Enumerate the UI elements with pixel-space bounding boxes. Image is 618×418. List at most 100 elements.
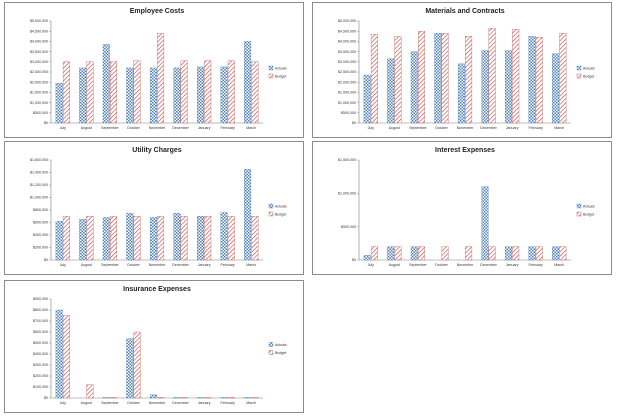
x-category-label: December — [172, 263, 189, 267]
bar-budget — [133, 216, 141, 261]
legend-swatch-actuals — [268, 342, 274, 347]
bar-actuals — [126, 67, 134, 124]
y-tick-label: $2,500,000 — [338, 70, 356, 74]
bar-budget — [180, 60, 188, 124]
bar-budget — [157, 33, 165, 124]
bar-budget — [251, 61, 259, 124]
x-category-label: February — [220, 126, 235, 130]
bar-actuals — [126, 212, 134, 261]
legend-swatch-budget — [576, 73, 582, 79]
y-tick-label: $1,200,000 — [30, 183, 48, 187]
legend-label-budget: Budget — [275, 213, 286, 217]
y-tick-label: $4,000,000 — [30, 40, 48, 44]
legend-label-budget: Budget — [275, 75, 286, 79]
legend-label-actuals: Actuals — [275, 205, 287, 209]
bar-actuals — [410, 51, 418, 124]
bar-budget — [133, 331, 141, 399]
bar-actuals — [552, 53, 560, 124]
x-category-label: October — [435, 126, 449, 130]
x-category-label: January — [198, 263, 211, 267]
x-category-label: March — [246, 126, 256, 130]
bar-actuals — [552, 246, 560, 261]
bar-actuals — [387, 58, 395, 124]
y-tick-label: $3,000,000 — [30, 60, 48, 64]
bar-actuals — [102, 217, 110, 261]
bar-budget — [110, 397, 117, 399]
x-category-label: September — [409, 126, 427, 130]
bar-actuals — [481, 186, 489, 261]
bar-actuals — [363, 255, 371, 261]
y-tick-label: $800,000 — [33, 308, 48, 312]
legend-swatch-budget — [268, 73, 274, 79]
legend-swatch-budget — [268, 211, 274, 217]
bar-actuals — [197, 397, 204, 399]
bar-budget — [488, 27, 496, 124]
y-tick-label: $200,000 — [33, 246, 48, 250]
bar-actuals — [197, 216, 204, 261]
bar-actuals — [55, 83, 63, 124]
y-tick-label: $600,000 — [33, 221, 48, 225]
chart-title: Utility Charges — [132, 147, 182, 154]
y-tick-label: $1,000,000 — [30, 196, 48, 200]
x-category-label: July — [368, 263, 375, 267]
x-category-label: March — [554, 126, 564, 130]
bar-budget — [465, 36, 473, 124]
bar-budget — [62, 315, 70, 399]
bar-actuals — [244, 41, 252, 124]
bar-budget — [157, 397, 165, 399]
x-category-label: November — [457, 263, 474, 267]
bar-budget — [110, 216, 117, 261]
x-category-label: January — [198, 401, 211, 405]
y-tick-label: $3,500,000 — [338, 50, 356, 54]
interest-expenses-chart: Interest Expenses $0 $500,000 $1,000,000 $1,… — [312, 141, 612, 275]
bar-actuals — [220, 212, 228, 261]
bar-actuals — [102, 44, 110, 124]
bar-actuals — [55, 221, 63, 261]
y-tick-label: $2,500,000 — [30, 70, 48, 74]
bar-budget — [62, 61, 70, 124]
y-tick-label: $400,000 — [33, 352, 48, 356]
bar-actuals — [79, 219, 87, 261]
x-category-label: September — [101, 401, 119, 405]
y-tick-label: $600,000 — [33, 330, 48, 334]
x-category-label: October — [127, 126, 141, 130]
x-category-label: September — [409, 263, 427, 267]
y-tick-label: $300,000 — [33, 363, 48, 367]
x-category-label: February — [220, 263, 235, 267]
x-category-label: November — [457, 126, 474, 130]
chart-svg: Utility Charges $0 $200,000 $400,000 $600,00… — [30, 147, 287, 267]
bar-budget — [441, 33, 449, 124]
bar-budget — [157, 216, 165, 261]
y-tick-label: $2,000,000 — [30, 80, 48, 84]
legend-label-actuals: Actuals — [583, 205, 595, 209]
chart-svg: Materials and Contracts $0 $500,000 $1,000,… — [338, 8, 595, 130]
y-tick-label: $200,000 — [33, 374, 48, 378]
bar-actuals — [481, 50, 489, 124]
y-tick-label: $1,000,000 — [30, 101, 48, 105]
bar-actuals — [434, 33, 442, 124]
y-tick-label: $3,500,000 — [30, 50, 48, 54]
bar-actuals — [528, 36, 536, 124]
bar-budget — [418, 31, 425, 124]
y-tick-label: $500,000 — [33, 111, 48, 115]
x-category-label: August — [81, 401, 92, 405]
bar-budget — [394, 36, 402, 124]
bar-budget — [251, 397, 259, 399]
bar-actuals — [220, 397, 228, 399]
y-tick-label: $0 — [44, 121, 48, 125]
bar-budget — [227, 60, 235, 124]
legend-label-actuals: Actuals — [583, 67, 595, 71]
bar-budget — [180, 397, 188, 399]
y-tick-label: $1,000,000 — [338, 192, 356, 196]
legend-swatch-actuals — [268, 203, 274, 209]
x-category-label: September — [101, 126, 119, 130]
x-category-label: November — [149, 126, 166, 130]
bar-actuals — [173, 212, 181, 261]
bar-budget — [488, 246, 496, 261]
y-tick-label: $1,600,000 — [30, 158, 48, 162]
y-tick-label: $100,000 — [33, 385, 48, 389]
x-category-label: December — [480, 126, 497, 130]
bar-budget — [559, 33, 567, 124]
bar-budget — [465, 246, 473, 261]
bar-budget — [86, 61, 94, 124]
